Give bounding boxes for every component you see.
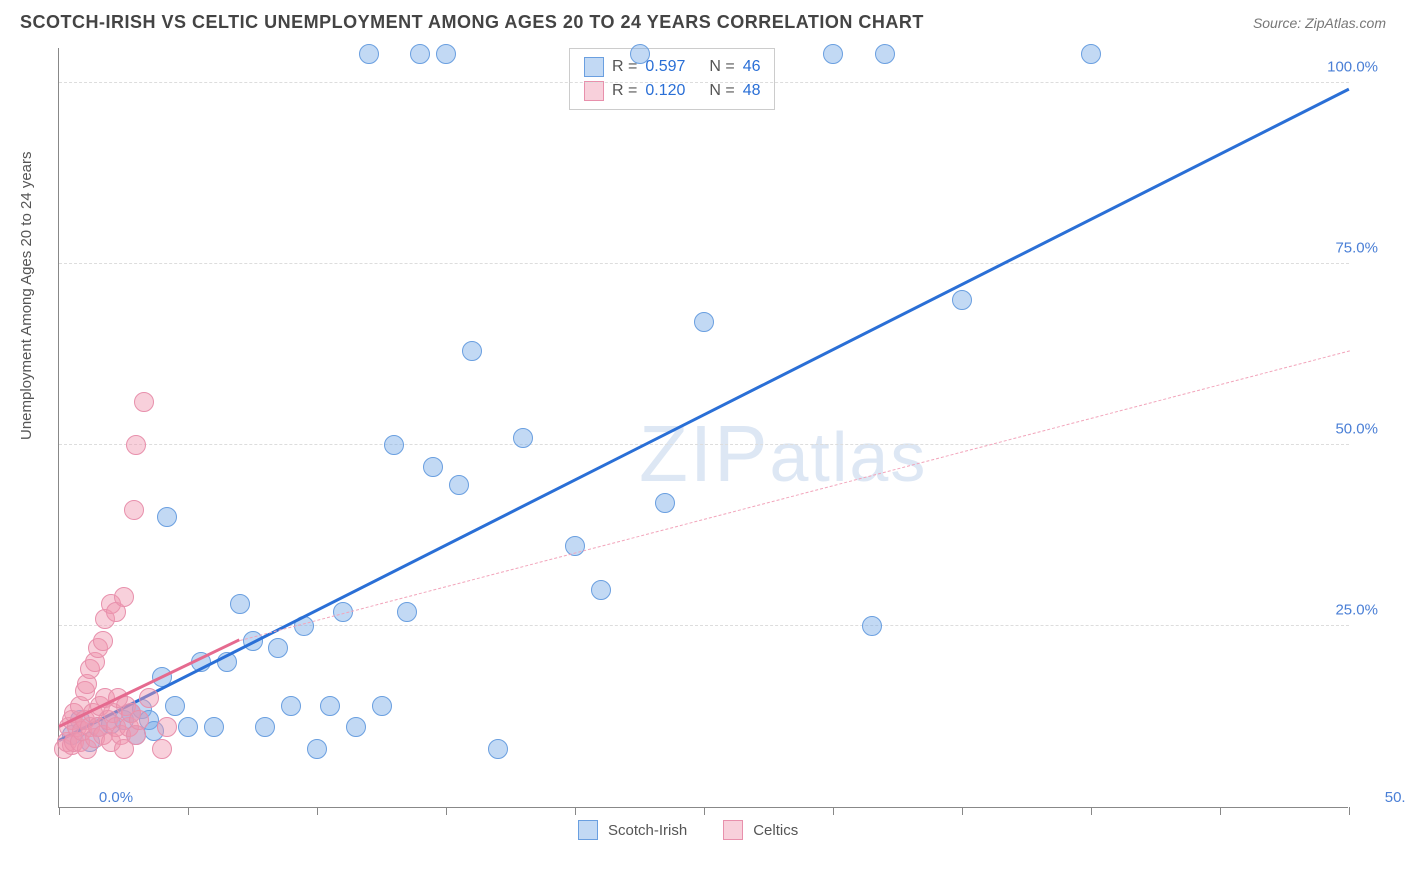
chart-area: ZIPatlas R =0.597N =46R =0.120N =48 Scot… — [58, 48, 1388, 838]
y-tick-label: 50.0% — [1335, 421, 1378, 438]
y-tick-label: 25.0% — [1335, 602, 1378, 619]
scatter-point — [823, 44, 843, 64]
x-tick — [962, 807, 963, 815]
scatter-point — [410, 44, 430, 64]
x-tick — [188, 807, 189, 815]
scatter-point — [397, 602, 417, 622]
gridline — [59, 444, 1349, 445]
scatter-point — [423, 457, 443, 477]
legend-label: Celtics — [753, 822, 798, 839]
x-tick — [704, 807, 705, 815]
n-label: N = — [709, 58, 734, 76]
scatter-point — [230, 594, 250, 614]
scatter-point — [129, 710, 149, 730]
scatter-point — [488, 739, 508, 759]
scatter-point — [655, 493, 675, 513]
header: SCOTCH-IRISH VS CELTIC UNEMPLOYMENT AMON… — [0, 0, 1406, 41]
x-tick — [1220, 807, 1221, 815]
legend-swatch — [578, 820, 598, 840]
x-tick — [446, 807, 447, 815]
watermark: ZIPatlas — [639, 408, 927, 500]
scatter-point — [436, 44, 456, 64]
scatter-point — [630, 44, 650, 64]
legend-swatch — [584, 57, 604, 77]
legend-item: Celtics — [723, 820, 798, 840]
scatter-point — [126, 435, 146, 455]
legend-correlation: R =0.597N =46R =0.120N =48 — [569, 48, 775, 110]
x-tick-label: 0.0% — [99, 789, 133, 806]
scatter-point — [281, 696, 301, 716]
scatter-point — [134, 392, 154, 412]
scatter-point — [139, 688, 159, 708]
r-label: R = — [612, 82, 637, 100]
scatter-point — [268, 638, 288, 658]
source-label: Source: ZipAtlas.com — [1253, 15, 1386, 31]
plot-box: ZIPatlas R =0.597N =46R =0.120N =48 — [58, 48, 1348, 808]
x-tick — [59, 807, 60, 815]
x-tick — [575, 807, 576, 815]
gridline — [59, 82, 1349, 83]
legend-swatch — [584, 81, 604, 101]
x-tick — [1349, 807, 1350, 815]
scatter-point — [152, 739, 172, 759]
scatter-point — [157, 507, 177, 527]
scatter-point — [307, 739, 327, 759]
legend-row: R =0.597N =46 — [584, 55, 760, 79]
scatter-point — [320, 696, 340, 716]
x-tick-label: 50.0% — [1385, 789, 1406, 806]
n-value: 48 — [743, 82, 761, 100]
x-tick — [317, 807, 318, 815]
scatter-point — [1081, 44, 1101, 64]
scatter-point — [462, 341, 482, 361]
scatter-point — [178, 717, 198, 737]
r-value: 0.597 — [645, 58, 701, 76]
trendline — [58, 88, 1349, 742]
scatter-point — [952, 290, 972, 310]
scatter-point — [114, 587, 134, 607]
scatter-point — [255, 717, 275, 737]
legend-swatch — [723, 820, 743, 840]
chart-title: SCOTCH-IRISH VS CELTIC UNEMPLOYMENT AMON… — [20, 12, 924, 33]
legend-label: Scotch-Irish — [608, 822, 687, 839]
n-value: 46 — [743, 58, 761, 76]
scatter-point — [359, 44, 379, 64]
x-tick — [833, 807, 834, 815]
gridline — [59, 625, 1349, 626]
gridline — [59, 263, 1349, 264]
scatter-point — [862, 616, 882, 636]
scatter-point — [384, 435, 404, 455]
legend-item: Scotch-Irish — [578, 820, 687, 840]
scatter-point — [513, 428, 533, 448]
scatter-point — [372, 696, 392, 716]
scatter-point — [93, 631, 113, 651]
scatter-point — [204, 717, 224, 737]
n-label: N = — [709, 82, 734, 100]
scatter-point — [346, 717, 366, 737]
x-tick — [1091, 807, 1092, 815]
r-value: 0.120 — [645, 82, 701, 100]
trendline — [239, 350, 1349, 640]
y-tick-label: 100.0% — [1327, 59, 1378, 76]
y-tick-label: 75.0% — [1335, 240, 1378, 257]
y-axis-label: Unemployment Among Ages 20 to 24 years — [18, 151, 35, 440]
scatter-point — [449, 475, 469, 495]
scatter-point — [875, 44, 895, 64]
scatter-point — [165, 696, 185, 716]
scatter-point — [124, 500, 144, 520]
scatter-point — [591, 580, 611, 600]
scatter-point — [694, 312, 714, 332]
legend-series: Scotch-Irish Celtics — [578, 820, 798, 840]
scatter-point — [157, 717, 177, 737]
